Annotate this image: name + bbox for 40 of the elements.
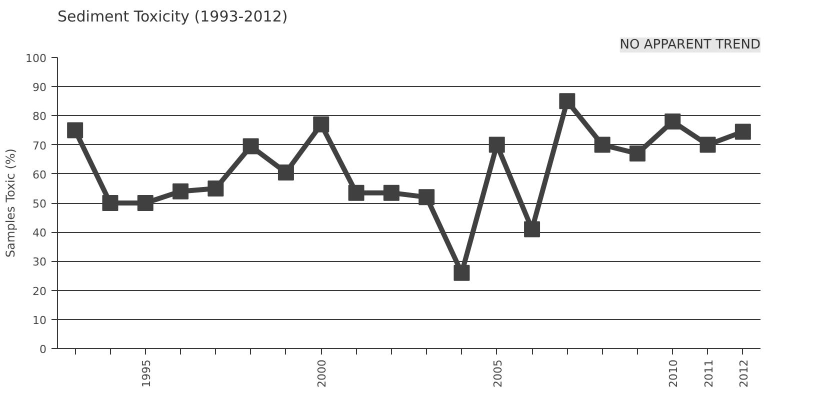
y-tick-label: 0: [40, 343, 46, 356]
point: [137, 195, 154, 211]
x-tick-label: 2000: [316, 359, 329, 388]
point: [664, 114, 681, 130]
x-tick-label: 2011: [702, 359, 716, 388]
point: [172, 183, 189, 200]
point: [454, 264, 470, 281]
x-tick-label: 2010: [667, 359, 680, 388]
point: [700, 136, 716, 153]
y-tick-label: 40: [32, 226, 47, 240]
y-tick-label: 30: [32, 256, 47, 269]
point: [734, 124, 751, 140]
y-tick-label: 80: [32, 110, 47, 124]
text: NO APPARENT TREND: [620, 38, 761, 52]
y-tick-label: 90: [32, 81, 47, 94]
point: [102, 195, 118, 211]
point: [629, 146, 646, 162]
chart-title: Sediment Toxicity (1993-2012): [58, 8, 288, 26]
point: [594, 136, 610, 153]
point: [208, 180, 224, 196]
point: [67, 122, 84, 138]
point: [488, 136, 505, 153]
point: [524, 221, 540, 238]
y-tick-label: 20: [32, 284, 47, 298]
point: [348, 184, 364, 201]
point: [418, 189, 435, 206]
point: [383, 184, 400, 201]
x-tick-label: 2005: [491, 359, 504, 388]
y-tick-label: 70: [32, 139, 47, 152]
y-tick-label: 100: [26, 52, 47, 65]
point: [242, 138, 259, 154]
y-tick-label: 10: [32, 314, 47, 327]
point: [278, 164, 294, 180]
point: [313, 116, 330, 132]
y-axis-title: Samples Toxic (%): [4, 148, 18, 258]
point: [559, 93, 576, 110]
x-tick-label: 2012: [737, 359, 750, 388]
y-tick-label: 60: [32, 168, 47, 182]
x-tick-label: 1995: [140, 359, 153, 388]
y-tick-label: 50: [32, 198, 47, 210]
